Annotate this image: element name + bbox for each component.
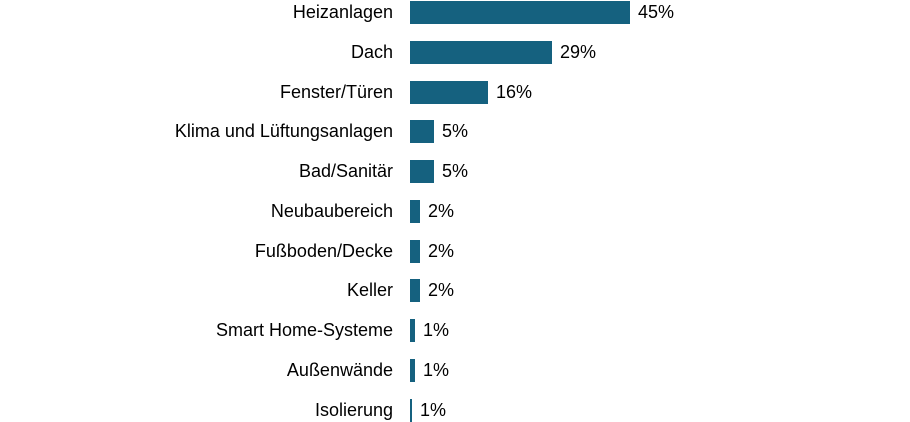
bar (410, 160, 434, 183)
category-label: Heizanlagen (292, 2, 393, 22)
bar (410, 41, 552, 64)
category-label: Neubaubereich (270, 201, 393, 221)
category-label: Klima und Lüftungsanlagen (174, 121, 393, 141)
value-label: 1% (420, 400, 447, 420)
value-label: 2% (428, 241, 455, 261)
value-label: 29% (560, 42, 597, 62)
value-label: 1% (423, 320, 450, 340)
bar (410, 1, 630, 24)
bar-row: Neubaubereich 2% (0, 200, 910, 223)
value-label: 1% (423, 360, 450, 380)
category-label: Fußboden/Decke (254, 241, 393, 261)
bar (410, 120, 434, 143)
bar (410, 279, 420, 302)
bar-row: Fenster/Türen 16% (0, 81, 910, 104)
bar (410, 359, 415, 382)
value-label: 5% (442, 161, 469, 181)
bar (410, 319, 415, 342)
category-label: Dach (350, 42, 393, 62)
value-label: 2% (428, 201, 455, 221)
bar (410, 399, 412, 422)
category-label: Außenwände (286, 360, 393, 380)
category-label: Bad/Sanitär (298, 161, 393, 181)
bar-row: Smart Home-Systeme 1% (0, 319, 910, 342)
value-label: 5% (442, 121, 469, 141)
bar-row: Klima und Lüftungsanlagen 5% (0, 120, 910, 143)
bar-row: Bad/Sanitär 5% (0, 160, 910, 183)
category-label: Smart Home-Systeme (215, 320, 393, 340)
category-label: Isolierung (314, 400, 393, 420)
value-label: 16% (496, 82, 533, 102)
category-label: Keller (346, 280, 393, 300)
bar (410, 240, 420, 263)
bar (410, 81, 488, 104)
category-label: Fenster/Türen (279, 82, 393, 102)
value-label: 45% (638, 2, 675, 22)
bar-row: Keller 2% (0, 279, 910, 302)
value-label: 2% (428, 280, 455, 300)
bar-row: Außenwände 1% (0, 359, 910, 382)
bar-row: Isolierung 1% (0, 399, 910, 422)
bar-row: Heizanlagen 45% (0, 1, 910, 24)
bar-row: Dach 29% (0, 41, 910, 64)
bar (410, 200, 420, 223)
bar-row: Fußboden/Decke 2% (0, 240, 910, 263)
